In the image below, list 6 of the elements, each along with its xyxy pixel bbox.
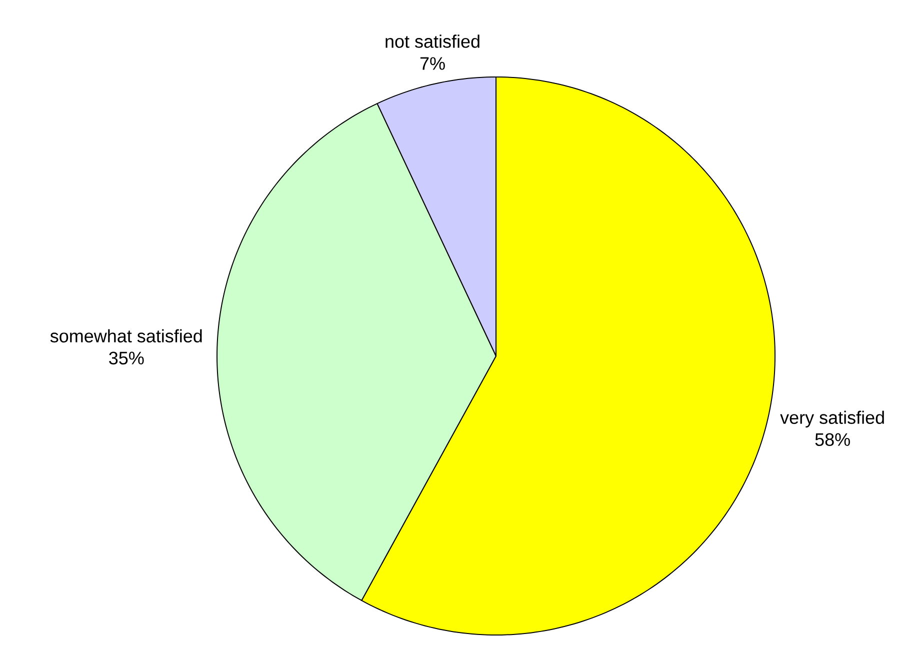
slice-label: somewhat satisfied <box>50 329 202 342</box>
data-label: 58% <box>815 433 850 446</box>
slice-label: not satisfied <box>386 34 480 48</box>
data-label: 7% <box>420 57 445 70</box>
slice-label: very satisfied <box>780 410 884 428</box>
data-label: 35% <box>109 352 144 364</box>
